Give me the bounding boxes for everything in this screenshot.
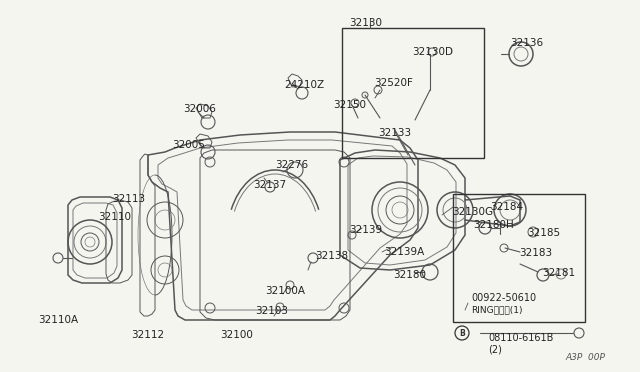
Text: 32520F: 32520F xyxy=(374,78,413,88)
Text: 32110: 32110 xyxy=(98,212,131,222)
Text: 32184: 32184 xyxy=(490,202,523,212)
Text: 32139A: 32139A xyxy=(384,247,424,257)
Text: B: B xyxy=(459,330,465,339)
Text: 00922-50610: 00922-50610 xyxy=(471,293,536,303)
Text: 32103: 32103 xyxy=(255,306,288,316)
Text: 32100A: 32100A xyxy=(265,286,305,296)
Text: 32276: 32276 xyxy=(275,160,308,170)
Text: 32130G: 32130G xyxy=(452,207,493,217)
Text: 32185: 32185 xyxy=(527,228,560,238)
Text: 24210Z: 24210Z xyxy=(284,80,324,90)
Text: RINGリング(1): RINGリング(1) xyxy=(471,305,522,314)
Text: 32138: 32138 xyxy=(315,251,348,261)
Text: 32133: 32133 xyxy=(378,128,411,138)
Text: A3P  00P: A3P 00P xyxy=(565,353,605,362)
Text: 32183: 32183 xyxy=(519,248,552,258)
Text: 08110-6161B: 08110-6161B xyxy=(488,333,554,343)
Text: 32006: 32006 xyxy=(183,104,216,114)
Text: 32139: 32139 xyxy=(349,225,382,235)
Text: 32180H: 32180H xyxy=(473,220,514,230)
Text: (2): (2) xyxy=(488,345,502,355)
Text: 32112: 32112 xyxy=(131,330,164,340)
Text: 32137: 32137 xyxy=(253,180,286,190)
Bar xyxy=(342,28,484,158)
Text: 32136: 32136 xyxy=(510,38,543,48)
Bar xyxy=(453,194,585,322)
Text: 32180: 32180 xyxy=(393,270,426,280)
Text: 32113: 32113 xyxy=(112,194,145,204)
Text: 32100: 32100 xyxy=(220,330,253,340)
Text: 32150: 32150 xyxy=(333,100,366,110)
Text: 32110A: 32110A xyxy=(38,315,78,325)
Text: 32130D: 32130D xyxy=(412,47,453,57)
Text: 32005: 32005 xyxy=(172,140,205,150)
Text: 32181: 32181 xyxy=(542,268,575,278)
Text: 32130: 32130 xyxy=(349,18,382,28)
